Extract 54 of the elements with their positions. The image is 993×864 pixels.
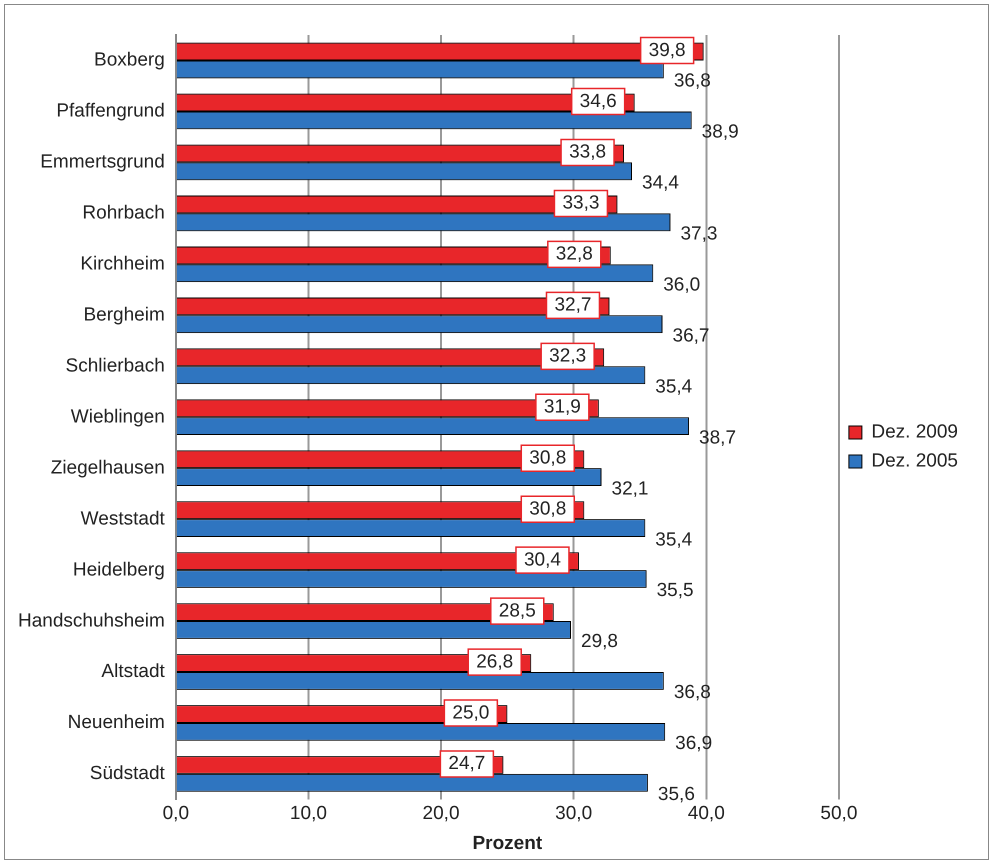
data-label: 38,9: [702, 122, 739, 143]
data-label: 35,4: [655, 376, 693, 398]
data-label: 30,4: [524, 549, 562, 570]
legend-label: Dez. 2009: [871, 422, 958, 443]
data-label: 35,4: [655, 529, 693, 550]
data-label: 38,7: [699, 427, 736, 448]
x-tick-label: 20,0: [422, 803, 460, 824]
data-label: 32,1: [612, 478, 648, 500]
data-label: 34,6: [580, 90, 617, 112]
data-label: 30,8: [529, 498, 566, 520]
x-tick-label: 40,0: [688, 803, 725, 824]
x-tick-label: 0,0: [162, 803, 190, 824]
data-label: 32,8: [556, 244, 593, 265]
data-label: 35,5: [656, 580, 694, 602]
y-tick-label: Rohrbach: [82, 202, 165, 224]
y-tick-label: Ziegelhausen: [50, 457, 165, 478]
x-tick-label: 10,0: [290, 803, 327, 824]
data-label: 33,3: [562, 192, 600, 214]
data-label: 36,0: [663, 274, 700, 296]
x-tick-label: 50,0: [820, 803, 858, 824]
data-label: 36,8: [674, 70, 711, 92]
x-axis-title: Prozent: [472, 832, 543, 854]
data-label: 39,8: [648, 40, 686, 61]
y-tick-label: Handschuhsheim: [18, 610, 165, 632]
data-label: 34,4: [642, 172, 680, 194]
data-label: 36,8: [674, 682, 711, 704]
y-tick-label: Kirchheim: [80, 254, 165, 275]
data-label: 36,7: [672, 325, 710, 346]
data-label: 25,0: [452, 702, 490, 724]
data-label: 32,7: [554, 294, 592, 316]
y-tick-label: Altstadt: [101, 661, 166, 682]
data-label: 28,5: [498, 600, 536, 622]
data-label: 32,3: [549, 346, 586, 367]
x-tick-label: 30,0: [555, 803, 592, 824]
y-tick-label: Neuenheim: [68, 712, 165, 734]
y-tick-label: Weststadt: [80, 508, 166, 530]
data-label: 33,8: [569, 142, 606, 163]
data-label: 31,9: [544, 396, 581, 418]
y-tick-label: Schlierbach: [66, 355, 165, 376]
y-tick-label: Pfaffengrund: [56, 100, 165, 122]
data-label: 37,3: [680, 224, 718, 245]
y-tick-label: Bergheim: [83, 304, 165, 326]
y-tick-label: Wieblingen: [70, 406, 165, 428]
data-label: 26,8: [476, 651, 514, 672]
data-label: 29,8: [581, 631, 618, 652]
y-tick-label: Südstadt: [90, 763, 166, 784]
data-label: 36,9: [675, 733, 712, 754]
data-label: 30,8: [529, 447, 566, 468]
data-label: 35,6: [658, 784, 695, 806]
y-tick-label: Heidelberg: [72, 559, 165, 580]
data-label: 24,7: [448, 753, 486, 774]
legend-label: Dez. 2005: [871, 450, 958, 472]
y-tick-label: Boxberg: [94, 50, 165, 71]
y-tick-label: Emmertsgrund: [40, 152, 165, 173]
